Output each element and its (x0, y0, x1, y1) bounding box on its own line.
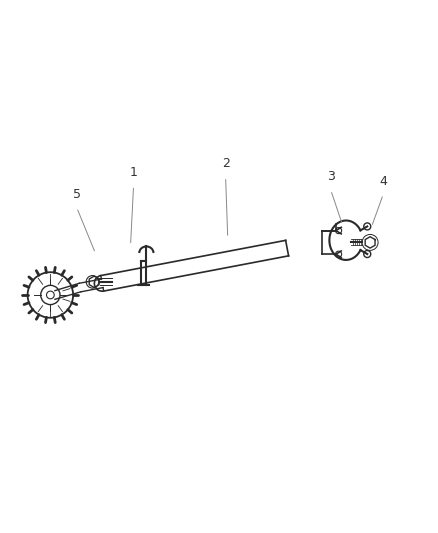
Text: 2: 2 (222, 157, 230, 170)
Text: 3: 3 (327, 170, 335, 183)
Text: 4: 4 (379, 175, 387, 188)
Text: 1: 1 (130, 166, 138, 179)
Text: 5: 5 (73, 188, 81, 201)
